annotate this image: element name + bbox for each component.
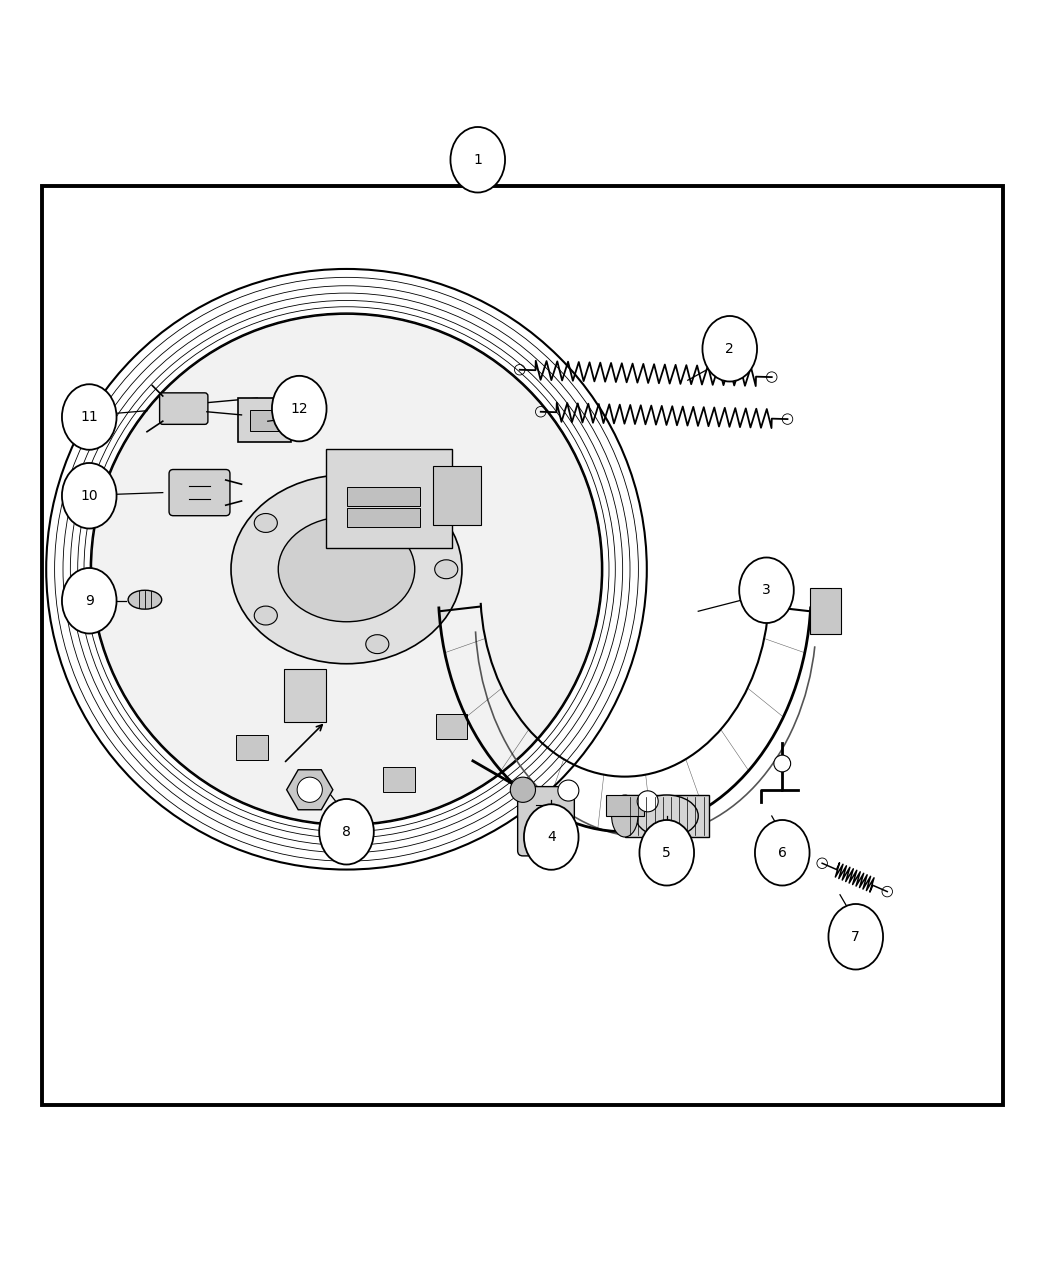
Text: 2: 2 <box>726 342 734 356</box>
Ellipse shape <box>254 514 277 533</box>
Bar <box>42 186 1003 1104</box>
Ellipse shape <box>611 796 638 836</box>
FancyBboxPatch shape <box>326 449 452 548</box>
Ellipse shape <box>450 128 505 193</box>
Text: 11: 11 <box>81 411 98 425</box>
Ellipse shape <box>639 820 694 886</box>
Bar <box>625 796 709 836</box>
Circle shape <box>91 314 602 825</box>
Bar <box>383 766 415 792</box>
Text: 9: 9 <box>85 594 93 608</box>
FancyBboxPatch shape <box>160 393 208 425</box>
Text: 4: 4 <box>547 830 555 844</box>
Ellipse shape <box>365 635 388 654</box>
Circle shape <box>637 790 658 812</box>
Circle shape <box>510 778 536 802</box>
Bar <box>284 669 326 722</box>
Ellipse shape <box>435 560 458 579</box>
Bar <box>250 409 279 431</box>
Ellipse shape <box>62 463 117 529</box>
Ellipse shape <box>828 904 883 969</box>
Text: 6: 6 <box>778 845 786 859</box>
FancyBboxPatch shape <box>811 588 841 635</box>
Ellipse shape <box>62 567 117 634</box>
Ellipse shape <box>739 557 794 623</box>
FancyBboxPatch shape <box>518 787 574 856</box>
Text: 8: 8 <box>342 825 351 839</box>
Circle shape <box>774 755 791 771</box>
Text: 7: 7 <box>852 929 860 944</box>
Ellipse shape <box>272 376 327 441</box>
Ellipse shape <box>278 516 415 622</box>
FancyBboxPatch shape <box>433 467 481 525</box>
Bar <box>346 509 420 528</box>
Ellipse shape <box>702 316 757 381</box>
Bar <box>606 796 644 816</box>
Ellipse shape <box>755 820 810 886</box>
Ellipse shape <box>231 474 462 664</box>
Circle shape <box>558 780 579 801</box>
Text: 3: 3 <box>762 583 771 597</box>
Ellipse shape <box>254 606 277 625</box>
Bar <box>236 736 268 760</box>
Ellipse shape <box>319 799 374 864</box>
Ellipse shape <box>62 384 117 450</box>
FancyBboxPatch shape <box>238 398 291 442</box>
Text: 1: 1 <box>474 153 482 167</box>
Ellipse shape <box>128 590 162 609</box>
Ellipse shape <box>524 805 579 870</box>
Bar <box>436 714 467 740</box>
Ellipse shape <box>365 484 388 504</box>
Ellipse shape <box>635 796 698 836</box>
FancyBboxPatch shape <box>169 469 230 515</box>
Text: 5: 5 <box>663 845 671 859</box>
Text: 10: 10 <box>81 488 98 502</box>
Bar <box>346 487 420 506</box>
Text: 12: 12 <box>291 402 308 416</box>
Circle shape <box>297 778 322 802</box>
